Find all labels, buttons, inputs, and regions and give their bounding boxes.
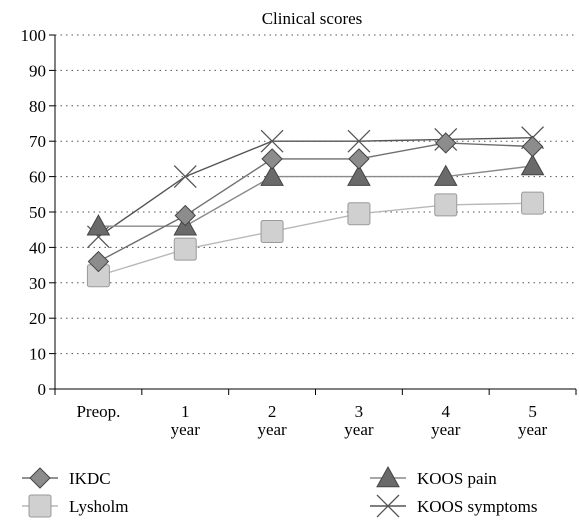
- legend-item-ikdc: IKDC: [22, 467, 111, 489]
- data-point: [521, 135, 544, 158]
- legend-marker: [376, 494, 400, 518]
- data-point: [433, 164, 458, 186]
- x-tick-label: 4: [442, 402, 451, 421]
- x-tick-label-line2: year: [257, 420, 287, 439]
- x-tick-label: 3: [355, 402, 364, 421]
- x-tick-label: 1: [181, 402, 190, 421]
- series-koos-pain: [86, 153, 545, 236]
- data-point: [348, 148, 370, 170]
- y-tick-label: 80: [29, 97, 46, 116]
- x-tick-label: 2: [268, 402, 277, 421]
- legend-marker: [29, 467, 51, 489]
- legend-label: KOOS symptoms: [417, 497, 537, 516]
- data-point: [435, 132, 457, 154]
- series-line: [98, 165, 533, 227]
- data-point: [260, 219, 284, 243]
- x-tick-label-line2: year: [431, 420, 461, 439]
- data-point: [87, 250, 110, 273]
- data-point: [347, 129, 371, 153]
- y-tick-label: 60: [29, 168, 46, 187]
- data-point: [520, 153, 545, 176]
- x-tick-label-line2: year: [344, 420, 374, 439]
- grid: [55, 34, 576, 355]
- data-point: [173, 237, 197, 261]
- legend-item-koos-symptoms: KOOS symptoms: [370, 494, 537, 518]
- series-layer: [86, 126, 545, 288]
- data-point: [434, 193, 458, 217]
- data-point: [261, 148, 283, 170]
- data-point: [174, 204, 196, 227]
- series-lysholm: [86, 191, 545, 288]
- y-tick-label: 30: [29, 274, 46, 293]
- y-tick-label: 40: [29, 238, 46, 257]
- series-line: [98, 136, 533, 238]
- data-point: [260, 129, 284, 153]
- legend-label: KOOS pain: [417, 469, 497, 488]
- series-ikdc: [87, 132, 544, 273]
- y-tick-label: 100: [21, 26, 47, 45]
- data-point: [521, 191, 545, 215]
- data-point: [347, 202, 371, 226]
- y-tick-label: 90: [29, 61, 46, 80]
- legend-marker: [28, 494, 52, 518]
- legend-label: IKDC: [69, 469, 111, 488]
- data-point: [260, 164, 284, 186]
- series-line: [98, 202, 533, 277]
- x-tick-label-line2: year: [171, 420, 201, 439]
- data-point: [86, 214, 111, 236]
- y-tick-label: 20: [29, 309, 46, 328]
- legend-label: Lysholm: [69, 497, 129, 516]
- legend: IKDC KOOS pain Lysholm KOOS symptoms: [22, 465, 537, 518]
- series-line: [98, 142, 533, 263]
- legend-item-lysholm: Lysholm: [22, 494, 129, 518]
- data-point: [347, 164, 371, 186]
- legend-marker: [376, 465, 400, 488]
- x-tick-label: 5: [528, 402, 537, 421]
- x-tick-label-line2: year: [518, 420, 548, 439]
- chart-title: Clinical scores: [262, 9, 363, 28]
- legend-item-koos-pain: KOOS pain: [370, 465, 497, 488]
- y-tick-label: 10: [29, 345, 46, 364]
- x-tick-label: Preop.: [76, 402, 120, 421]
- data-point: [173, 165, 197, 189]
- y-tick-label: 50: [29, 203, 46, 222]
- y-tick-label: 70: [29, 132, 46, 151]
- y-tick-label: 0: [38, 380, 47, 399]
